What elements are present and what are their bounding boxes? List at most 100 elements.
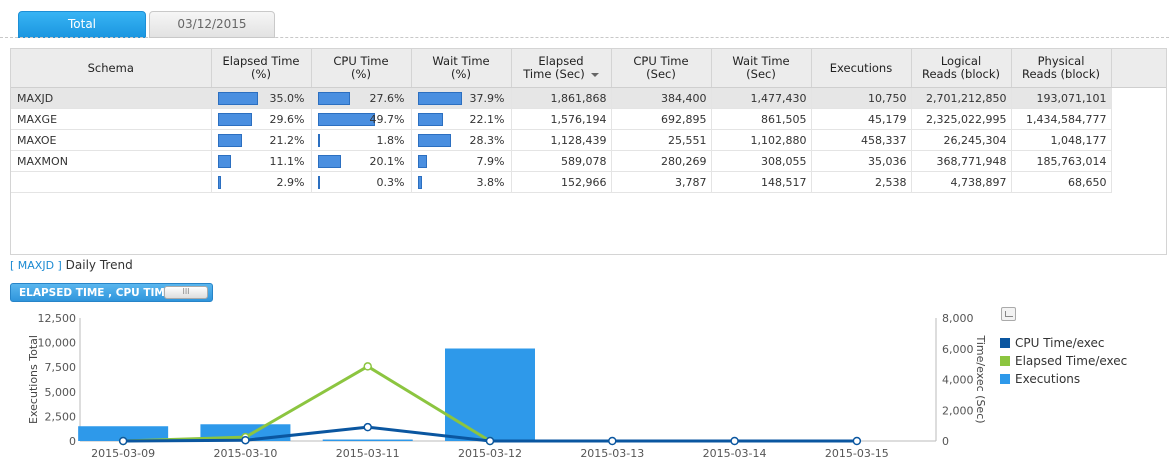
- column-header-schema[interactable]: Schema: [11, 49, 212, 88]
- column-header-label: Wait Time: [732, 54, 790, 68]
- chart-legend: CPU Time/exec Elapsed Time/exec Executions: [1000, 334, 1127, 388]
- schema-cell: MAXOE: [11, 129, 212, 151]
- column-header-cpu-sec[interactable]: CPU Time (Sec): [611, 49, 712, 88]
- column-header-label: (%): [251, 67, 271, 81]
- column-header-label: Time (Sec): [523, 67, 585, 81]
- series-point[interactable]: [241, 435, 250, 445]
- executions-bar[interactable]: [445, 348, 535, 441]
- cpu-pct-cell: 1.8%: [311, 129, 412, 151]
- table-row[interactable]: MAXOE 21.2% 1.8% 28.3% 1,128,439 25,551 1,102,…: [11, 129, 1112, 151]
- elapsed-sec-cell: 1,576,194: [511, 108, 612, 130]
- percent-bar: [217, 113, 252, 126]
- elapsed-sec-cell: 1,861,868: [511, 87, 612, 109]
- elapsed-pct-cell: 35.0%: [211, 87, 312, 109]
- column-header-logical[interactable]: Logical Reads (block): [911, 49, 1012, 88]
- percent-value: 22.1%: [469, 112, 505, 126]
- series-point[interactable]: [852, 436, 862, 446]
- wait-pct-cell: 7.9%: [411, 150, 512, 172]
- percent-value: 3.8%: [476, 175, 505, 189]
- executions-bar[interactable]: [78, 426, 169, 441]
- daily-trend-chart: 12,500 10,000 7,500 5,000 2,500 0 8,000 6,000 4,…: [27, 312, 987, 460]
- percent-bar: [317, 155, 341, 168]
- column-header-wait-pct[interactable]: Wait Time (%): [411, 49, 512, 88]
- trend-title: [ MAXJD ] Daily Trend: [10, 258, 133, 272]
- wait-pct-cell: 37.9%: [411, 87, 512, 109]
- cpu-sec-cell: 25,551: [611, 129, 712, 151]
- series-point[interactable]: [363, 362, 372, 371]
- table-row[interactable]: MAXJD 35.0% 27.6% 37.9% 1,861,868 384,400 1,47…: [11, 87, 1112, 109]
- physical-cell: 193,071,101: [1011, 87, 1112, 109]
- series-point[interactable]: [363, 422, 372, 432]
- legend-item[interactable]: CPU Time/exec: [1000, 334, 1127, 352]
- column-header-label: Reads (block): [921, 67, 1001, 81]
- legend-label: CPU Time/exec: [1015, 336, 1105, 350]
- column-header-cpu-pct[interactable]: CPU Time (%): [311, 49, 412, 88]
- wait-sec-cell: 1,102,880: [711, 129, 812, 151]
- toggle-knob[interactable]: III: [164, 286, 208, 299]
- elapsed-pct-cell: 29.6%: [211, 108, 312, 130]
- percent-bar: [417, 92, 462, 105]
- column-header-wait-sec[interactable]: Wait Time (Sec): [711, 49, 812, 88]
- column-header-label: CPU Time: [333, 54, 389, 68]
- tab-total[interactable]: Total: [18, 11, 146, 38]
- series-point[interactable]: [485, 436, 495, 446]
- legend-swatch: [1000, 338, 1010, 348]
- legend-label: Elapsed Time/exec: [1015, 354, 1128, 368]
- physical-cell: 68,650: [1011, 171, 1112, 193]
- column-header-physical[interactable]: Physical Reads (block): [1011, 49, 1112, 88]
- x-tick-label: 2015-03-14: [703, 447, 767, 460]
- elapsed-pct-cell: 2.9%: [211, 171, 312, 193]
- series-point[interactable]: [730, 436, 739, 446]
- column-header-label: CPU Time: [633, 54, 689, 68]
- table-row[interactable]: MAXGE 29.6% 49.7% 22.1% 1,576,194 692,895 861,…: [11, 108, 1112, 130]
- x-tick-label: 2015-03-13: [580, 447, 644, 460]
- column-header-label: Physical: [1037, 54, 1085, 68]
- executions-cell: 35,036: [811, 150, 912, 172]
- left-axis-title: Executions Total: [27, 335, 40, 424]
- series-point[interactable]: [118, 436, 128, 446]
- wait-sec-cell: 1,477,430: [711, 87, 812, 109]
- column-header-elapsed-pct[interactable]: Elapsed Time (%): [211, 49, 312, 88]
- percent-bar: [217, 155, 231, 168]
- schema-cell: MAXJD: [11, 87, 212, 109]
- percent-bar: [317, 113, 375, 126]
- left-tick-label: 12,500: [38, 312, 77, 325]
- left-tick-label: 0: [69, 435, 76, 448]
- elapsed-sec-cell: 1,128,439: [511, 129, 612, 151]
- schema-grid: Schema Elapsed Time (%) CPU Time (%) Wait Tim…: [10, 48, 1167, 255]
- table-row[interactable]: MAXMON 11.1% 20.1% 7.9% 589,078 280,269 308,05…: [11, 150, 1112, 172]
- elapsed-pct-cell: 11.1%: [211, 150, 312, 172]
- left-tick-label: 2,500: [45, 410, 77, 423]
- column-header-elapsed-sec[interactable]: Elapsed Time (Sec): [511, 49, 612, 88]
- percent-value: 20.1%: [369, 154, 405, 168]
- executions-bar[interactable]: [322, 439, 413, 441]
- schema-cell: [11, 171, 212, 193]
- column-header-label: Reads (block): [1021, 67, 1101, 81]
- right-tick-label: 6,000: [942, 343, 974, 356]
- legend-item[interactable]: Elapsed Time/exec: [1000, 352, 1127, 370]
- logical-cell: 2,325,022,995: [911, 108, 1012, 130]
- column-header-label: (%): [451, 67, 471, 81]
- schema-cell: MAXGE: [11, 108, 212, 130]
- tab-date[interactable]: 03/12/2015: [149, 11, 275, 38]
- column-header-label: Executions: [829, 60, 893, 75]
- left-tick-label: 7,500: [45, 361, 77, 374]
- legend-item[interactable]: Executions: [1000, 370, 1127, 388]
- percent-bar: [417, 176, 422, 189]
- x-tick-label: 2015-03-11: [336, 447, 400, 460]
- column-header-label: (%): [351, 67, 371, 81]
- physical-cell: 1,434,584,777: [1011, 108, 1112, 130]
- schema-cell: MAXMON: [11, 150, 212, 172]
- export-chart-icon[interactable]: [1001, 307, 1016, 321]
- series-point[interactable]: [608, 436, 617, 446]
- trend-title-text: Daily Trend: [65, 258, 133, 272]
- elapsed-pct-cell: 21.2%: [211, 129, 312, 151]
- metric-toggle[interactable]: ELAPSED TIME , CPU TIME III: [10, 283, 213, 302]
- column-header-executions[interactable]: Executions: [811, 49, 912, 88]
- table-row[interactable]: 2.9% 0.3% 3.8% 152,966 3,787 148,517 2,538 4,73…: [11, 171, 1112, 193]
- wait-pct-cell: 3.8%: [411, 171, 512, 193]
- trend-schema-label[interactable]: [ MAXJD ]: [10, 259, 62, 272]
- percent-value: 21.2%: [269, 133, 305, 147]
- cpu-sec-cell: 280,269: [611, 150, 712, 172]
- percent-bar: [317, 92, 350, 105]
